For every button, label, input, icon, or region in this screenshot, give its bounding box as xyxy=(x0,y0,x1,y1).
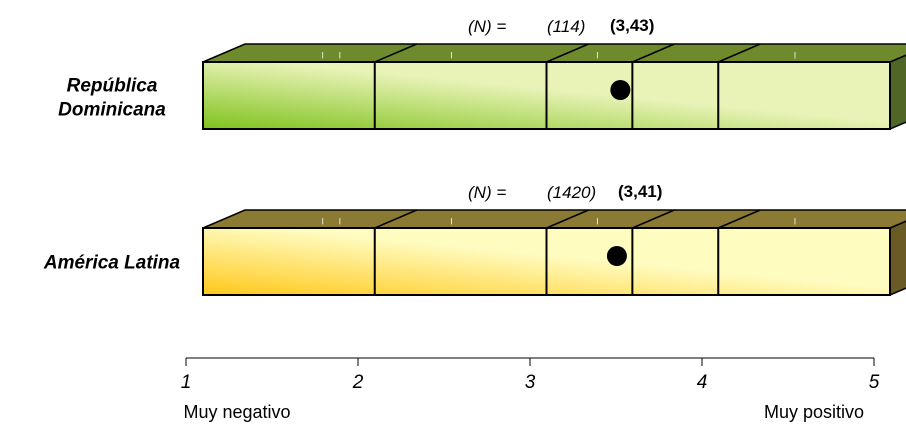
n-label: (N) = xyxy=(468,17,506,36)
mean-point xyxy=(606,246,627,266)
axis-right-label: Muy positivo xyxy=(764,402,864,422)
x-axis: 1 2 3 4 5 Muy negativo Muy positivo xyxy=(181,357,880,422)
n-value: (1420) xyxy=(547,183,596,202)
box-row: América Latina (N) = (1420) (3,41) xyxy=(43,182,906,297)
x-tick-label: 4 xyxy=(697,372,708,393)
box-divider-top xyxy=(546,43,589,63)
x-tick-label: 2 xyxy=(352,372,364,393)
box-divider-top xyxy=(717,43,761,63)
axis-left-label: Muy negativo xyxy=(183,402,290,422)
x-tick-label: 3 xyxy=(525,372,536,393)
mean-label: (3,43) xyxy=(610,16,654,35)
box-divider-top xyxy=(374,43,418,63)
n-value: (114) xyxy=(547,17,585,36)
box-divider-top xyxy=(632,43,675,63)
x-tick-label: 5 xyxy=(869,372,880,393)
box-row: República Dominicana (N) = (114) (3,43) xyxy=(58,16,906,131)
box-divider-top xyxy=(374,209,418,229)
category-label: América Latina xyxy=(43,253,181,274)
n-label: (N) = xyxy=(468,183,506,202)
box-divider-top xyxy=(632,209,675,229)
category-label: República Dominicana xyxy=(58,76,166,121)
x-tick-label: 1 xyxy=(181,372,192,393)
mean-point xyxy=(610,80,631,100)
mean-label: (3,41) xyxy=(618,182,662,201)
box-divider-top xyxy=(717,209,761,229)
box-divider-top xyxy=(546,209,589,229)
boxes-layer: República Dominicana (N) = (114) (3,43) Améri… xyxy=(43,16,906,297)
